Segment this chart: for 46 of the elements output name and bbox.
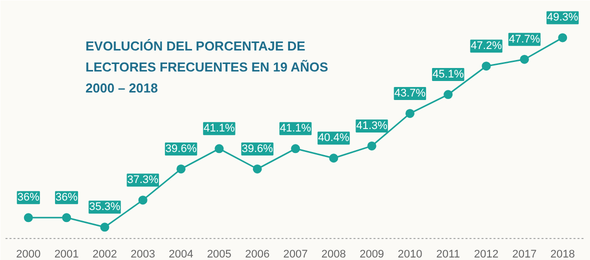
point: [62, 213, 72, 222]
x-tick-label: 2018: [550, 248, 575, 260]
point: [329, 154, 338, 163]
data-label: 41.1%: [204, 122, 235, 135]
data-label: 35.3%: [89, 201, 121, 214]
data-label: 37.3%: [127, 174, 159, 186]
x-tick-label: 2002: [92, 248, 117, 260]
x-tick-label: 2010: [398, 248, 422, 260]
point: [138, 196, 148, 205]
data-label: 45.1%: [432, 68, 464, 81]
x-tick-label: 2004: [168, 248, 194, 260]
point: [482, 62, 491, 71]
data-label: 47.2%: [470, 40, 502, 52]
x-tick-label: 2012: [474, 248, 499, 260]
data-label: 41.3%: [356, 120, 388, 132]
point: [176, 164, 186, 174]
data-label: 49.3%: [547, 12, 578, 24]
x-tick-label: 2017: [512, 248, 537, 260]
point: [291, 144, 300, 154]
point: [405, 108, 414, 118]
point: [367, 141, 376, 150]
point: [214, 144, 224, 154]
point: [520, 54, 529, 64]
x-tick-label: 2007: [283, 248, 308, 260]
x-tick-label: 2006: [245, 248, 270, 260]
x-tick-label: 2001: [54, 248, 79, 260]
x-tick-label: 2011: [436, 248, 460, 260]
data-label: 40.4%: [318, 132, 350, 144]
data-label: 36%: [17, 192, 40, 204]
point: [24, 213, 33, 222]
x-tick-label: 2008: [321, 248, 346, 260]
point: [444, 90, 453, 100]
data-label: 36%: [56, 192, 78, 204]
x-tick-label: 2000: [16, 248, 41, 260]
text: EVOLUCIÓN DEL PORCENTAJE DE LECTORES FRECUENTES EN 19 AÑOS 2000 – 2018: [86, 38, 329, 96]
x-tick-label: 2009: [360, 248, 384, 260]
data-label: 47.7%: [508, 33, 540, 46]
data-label: 39.6%: [165, 142, 197, 155]
x-tick-label: 2005: [206, 248, 232, 260]
data-label: 39.6%: [242, 142, 274, 155]
point: [558, 33, 568, 42]
data-label: 41.1%: [280, 122, 312, 135]
point: [252, 164, 262, 174]
point: [100, 222, 110, 232]
data-label: 43.7%: [394, 87, 426, 100]
x-tick-label: 2003: [130, 248, 156, 260]
